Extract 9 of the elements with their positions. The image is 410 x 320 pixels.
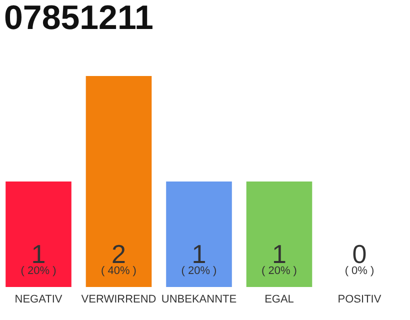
annotation: ( 20% ): [181, 265, 217, 277]
x-tick-label: POSITIV: [338, 294, 382, 306]
annotation: ( 20% ): [20, 265, 56, 277]
x-tick-label: EGAL: [264, 294, 294, 306]
annotation: ( 20% ): [262, 265, 297, 277]
chart-title: 07851211: [4, 0, 154, 37]
x-tick-label: UNBEKANNTE: [161, 294, 237, 306]
x-tick-label: VERWIRREND: [81, 294, 156, 306]
x-tick-label: NEGATIV: [14, 294, 63, 306]
